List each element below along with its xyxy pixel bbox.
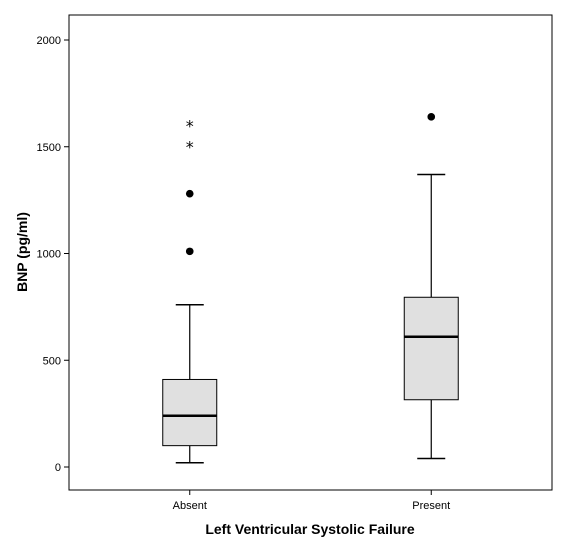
iqr-box — [403, 296, 459, 401]
boxes-layer: ** — [162, 113, 459, 464]
outlier-point — [185, 189, 194, 198]
extreme-point: * — [186, 138, 194, 157]
y-axis-title: BNP (pg/ml) — [14, 212, 30, 292]
y-tick-label: 0 — [55, 462, 61, 474]
outlier-point — [427, 113, 436, 121]
x-tick-label: Absent — [173, 500, 207, 512]
extreme-point: * — [186, 116, 194, 135]
y-tick-label: 1500 — [37, 142, 61, 154]
y-tick-label: 2000 — [37, 35, 61, 47]
y-tick-label: 500 — [43, 355, 61, 367]
y-tick-label: 1000 — [37, 249, 61, 261]
outlier-point — [185, 247, 194, 256]
box-present — [403, 113, 459, 460]
box-absent: ** — [162, 116, 218, 464]
y-axis: 0 500 1000 1500 2000 — [37, 35, 69, 474]
x-axis-title: Left Ventricular Systolic Failure — [205, 521, 415, 537]
x-axis: Absent Present — [173, 490, 450, 512]
plot-frame — [68, 14, 553, 491]
iqr-box — [162, 378, 218, 447]
x-tick-label: Present — [412, 500, 450, 512]
